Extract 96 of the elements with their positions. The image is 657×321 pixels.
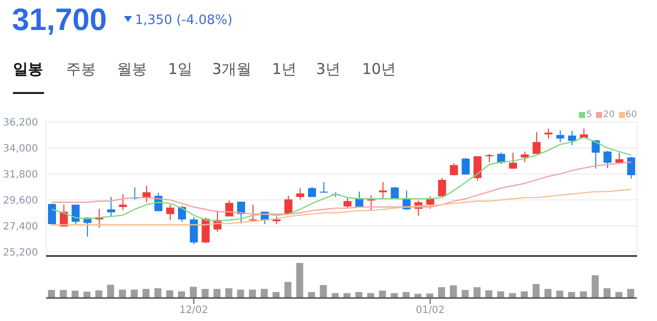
text: 주봉 (66, 60, 96, 79)
y-tick-label: 29,600 (3, 195, 38, 206)
bar (320, 285, 327, 298)
bar (95, 290, 102, 298)
bar (474, 287, 481, 298)
x-tick-label: 01/02 (416, 305, 445, 316)
bar (450, 285, 457, 298)
bar (402, 292, 410, 298)
bar (202, 288, 209, 298)
candlestick (72, 204, 80, 225)
candlestick (237, 201, 246, 224)
bar (520, 291, 528, 298)
bar (532, 284, 540, 298)
bar (48, 290, 55, 298)
bar (213, 288, 220, 298)
candlestick (344, 197, 352, 208)
candlestick (438, 178, 446, 197)
text: 일봉 (13, 60, 43, 79)
bar (580, 291, 587, 298)
bar (248, 290, 256, 298)
bar (225, 288, 232, 298)
bar (142, 288, 150, 298)
y-tick-label: 34,000 (3, 144, 38, 155)
bar (592, 275, 599, 298)
legend-label: 5 (586, 110, 592, 120)
candlestick (604, 150, 612, 169)
bar (367, 293, 374, 298)
candlestick (202, 217, 210, 244)
bar (166, 290, 174, 298)
bar (390, 293, 398, 298)
text: 월봉 (117, 60, 147, 79)
candlestick (627, 156, 636, 180)
candlestick (225, 200, 234, 217)
candlestick (296, 188, 304, 200)
bar (72, 290, 79, 298)
candlestick (320, 182, 328, 193)
text: 3개월 (212, 60, 252, 79)
x-tick-label: 12/02 (179, 305, 208, 316)
y-tick-label: 25,200 (3, 247, 38, 258)
candlestick (118, 194, 127, 210)
bar (544, 288, 552, 298)
candlestick (568, 130, 576, 146)
bar (83, 292, 90, 298)
y-tick-label: 31,800 (3, 169, 38, 180)
bar (568, 292, 576, 298)
y-tick-label: 36,200 (3, 118, 38, 129)
candlestick (462, 158, 470, 176)
bar (497, 291, 504, 298)
bar (60, 290, 67, 298)
candlestick (248, 204, 257, 222)
candlestick (190, 216, 198, 245)
bar (355, 292, 362, 298)
legend-label: 20 (603, 110, 615, 120)
candlestick (520, 151, 529, 163)
candlestick (532, 132, 541, 154)
candlestick (284, 195, 292, 214)
candlestick (508, 152, 517, 170)
candlestick (474, 156, 482, 181)
bar (332, 293, 339, 298)
bar (615, 292, 622, 298)
text: 10년 (362, 60, 396, 79)
bar (130, 290, 138, 298)
legend-label: 60 (626, 110, 637, 120)
bar (462, 290, 469, 298)
y-tick-label: 27,400 (3, 221, 38, 232)
candlestick (178, 205, 186, 222)
bar (118, 290, 126, 298)
bar (296, 263, 304, 298)
bar (604, 288, 611, 298)
bar (154, 288, 162, 298)
text: 1년 (272, 60, 297, 79)
bar (485, 290, 492, 298)
bar (260, 288, 268, 298)
bar (237, 290, 244, 298)
bar (284, 282, 292, 298)
bar (378, 290, 386, 298)
candlestick (48, 202, 56, 226)
candlestick (308, 186, 316, 198)
bar (308, 292, 316, 298)
text: 1일 (168, 60, 193, 79)
bar (272, 292, 280, 298)
candlestick (556, 130, 564, 143)
bar (107, 284, 114, 298)
candlestick (107, 196, 116, 218)
bar (190, 286, 197, 298)
bar (438, 287, 446, 298)
bar (178, 291, 186, 298)
candlestick (166, 204, 174, 220)
bar (556, 290, 564, 298)
bar (508, 293, 516, 298)
bar (627, 288, 634, 298)
chart-subtitle: 1,350 (-4.08%) (135, 13, 232, 28)
bar (344, 293, 350, 298)
chart-title: 31,700 (12, 2, 107, 38)
text: 3년 (316, 60, 341, 79)
candlestick (544, 128, 552, 140)
